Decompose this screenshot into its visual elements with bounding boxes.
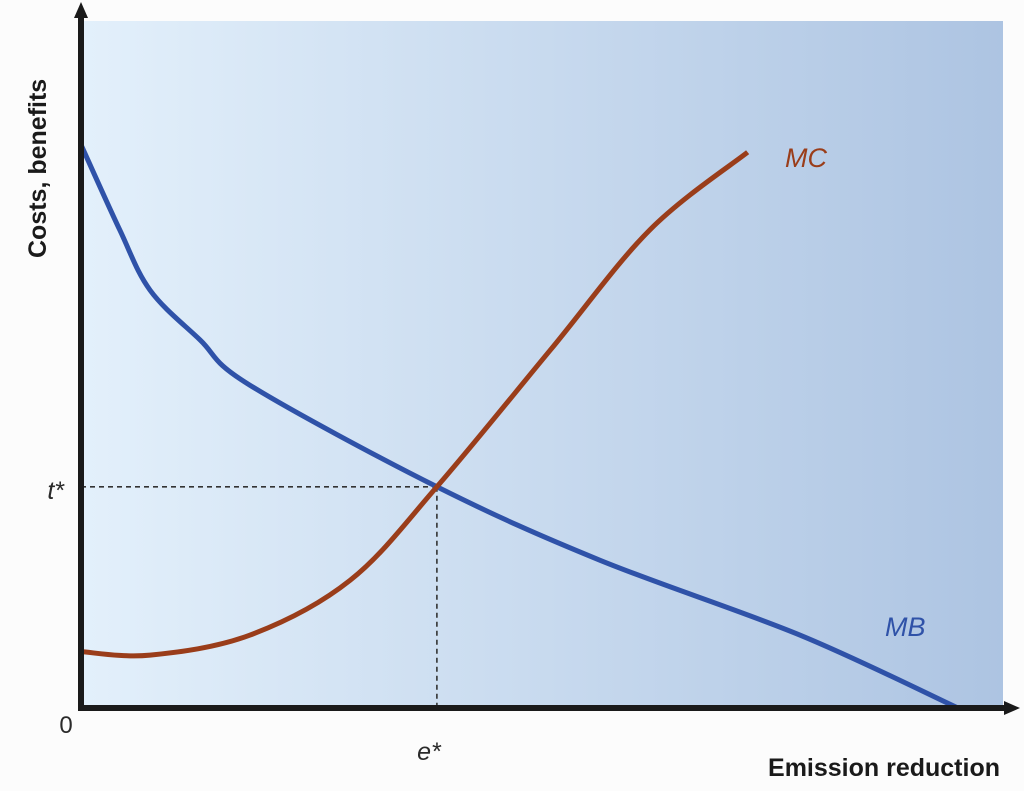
- y-axis-label: Costs, benefits: [24, 79, 52, 258]
- e-star-label: e*: [417, 738, 442, 766]
- y-axis-arrow: [74, 2, 88, 18]
- series-label-mc: MC: [785, 143, 827, 173]
- plot-area: [81, 21, 1003, 708]
- series-line-mc: [80, 150, 750, 659]
- x-axis-arrow: [1004, 701, 1020, 715]
- x-axis-label: Emission reduction: [768, 754, 1000, 782]
- origin-label: 0: [59, 712, 72, 739]
- series-label-mb: MB: [885, 612, 926, 642]
- series-line-mb: [78, 143, 959, 711]
- t-star-label: t*: [47, 477, 65, 505]
